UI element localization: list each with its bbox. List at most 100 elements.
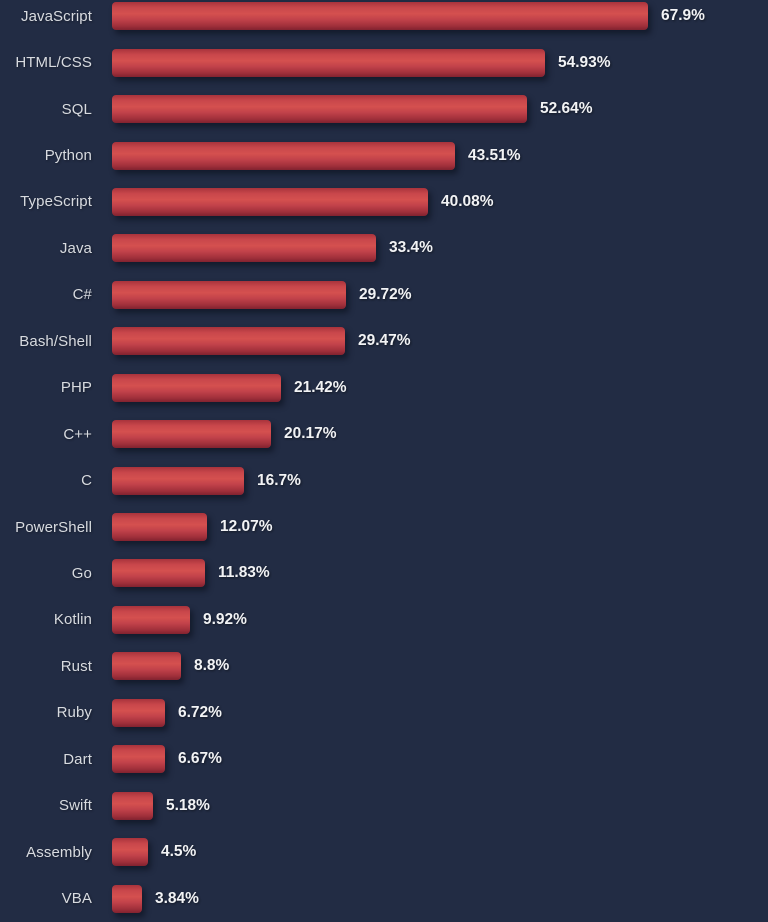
value-label: 6.72% xyxy=(178,703,222,721)
category-label: VBA xyxy=(61,890,92,908)
category-label: C# xyxy=(72,286,92,304)
category-label: Ruby xyxy=(56,704,92,722)
chart-row: Ruby 6.72% xyxy=(0,690,768,736)
value-label: 16.7% xyxy=(257,471,301,489)
chart-row: Java 33.4% xyxy=(0,225,768,271)
category-label: Bash/Shell xyxy=(19,332,92,350)
value-label: 5.18% xyxy=(166,796,210,814)
bar-area: 43.51% xyxy=(112,141,768,170)
bar[interactable] xyxy=(112,234,376,263)
chart-row: Kotlin 9.92% xyxy=(0,597,768,643)
category-label: JavaScript xyxy=(20,7,92,25)
value-label: 20.17% xyxy=(284,425,337,443)
chart-row: Python 43.51% xyxy=(0,132,768,178)
bar-area: 20.17% xyxy=(112,420,768,449)
category-label: TypeScript xyxy=(20,193,92,211)
bar-area: 21.42% xyxy=(112,373,768,402)
value-label: 67.9% xyxy=(661,7,705,25)
chart-row: VBA 3.84% xyxy=(0,875,768,921)
bar-area: 12.07% xyxy=(112,513,768,542)
bar-area: 33.4% xyxy=(112,234,768,263)
category-label: PowerShell xyxy=(15,518,92,536)
category-label: Python xyxy=(44,147,92,165)
bar[interactable] xyxy=(112,884,142,913)
chart-row: Rust 8.8% xyxy=(0,643,768,689)
bar[interactable] xyxy=(112,141,455,170)
bar[interactable] xyxy=(112,652,181,681)
value-label: 8.8% xyxy=(194,657,230,675)
category-label: C xyxy=(81,472,92,490)
bar-area: 40.08% xyxy=(112,187,768,216)
category-label: C++ xyxy=(63,425,92,443)
bar-area: 5.18% xyxy=(112,791,768,820)
chart-row: Assembly 4.5% xyxy=(0,829,768,875)
bar-area: 67.9% xyxy=(112,2,768,31)
value-label: 11.83% xyxy=(218,564,270,582)
value-label: 4.5% xyxy=(161,843,197,861)
value-label: 52.64% xyxy=(540,100,593,118)
value-label: 33.4% xyxy=(389,239,433,257)
category-label: Kotlin xyxy=(53,611,92,629)
value-label: 21.42% xyxy=(294,378,347,396)
value-label: 3.84% xyxy=(155,889,199,907)
chart-row: C++ 20.17% xyxy=(0,411,768,457)
bar[interactable] xyxy=(112,373,281,402)
bar[interactable] xyxy=(112,698,165,727)
value-label: 29.72% xyxy=(359,285,412,303)
bar[interactable] xyxy=(112,327,345,356)
bar-area: 8.8% xyxy=(112,652,768,681)
value-label: 40.08% xyxy=(441,192,494,210)
bar-area: 6.72% xyxy=(112,698,768,727)
bar[interactable] xyxy=(112,559,205,588)
category-label: PHP xyxy=(60,379,92,397)
bar[interactable] xyxy=(112,513,207,542)
bar-area: 29.72% xyxy=(112,280,768,309)
chart-row: PHP 21.42% xyxy=(0,365,768,411)
bar-area: 29.47% xyxy=(112,327,768,356)
category-label: Assembly xyxy=(26,843,92,861)
bar[interactable] xyxy=(112,187,428,216)
chart-row: Bash/Shell 29.47% xyxy=(0,318,768,364)
bar[interactable] xyxy=(112,838,148,867)
value-label: 6.67% xyxy=(178,750,222,768)
bar-area: 52.64% xyxy=(112,95,768,124)
bar[interactable] xyxy=(112,280,346,309)
chart-row: C# 29.72% xyxy=(0,272,768,318)
bar-area: 3.84% xyxy=(112,884,768,913)
bar[interactable] xyxy=(112,745,165,774)
bar-area: 11.83% xyxy=(112,559,768,588)
bar-area: 16.7% xyxy=(112,466,768,495)
category-label: Dart xyxy=(63,750,92,768)
chart-row: Swift 5.18% xyxy=(0,782,768,828)
chart-row: JavaScript 67.9% xyxy=(0,0,768,39)
category-label: SQL xyxy=(61,100,92,118)
category-label: Go xyxy=(71,564,92,582)
bar[interactable] xyxy=(112,791,153,820)
chart-row: SQL 52.64% xyxy=(0,86,768,132)
bar-area: 6.67% xyxy=(112,745,768,774)
chart-row: PowerShell 12.07% xyxy=(0,504,768,550)
bar-area: 9.92% xyxy=(112,605,768,634)
chart-row: TypeScript 40.08% xyxy=(0,179,768,225)
value-label: 9.92% xyxy=(203,610,247,628)
chart-row: C 16.7% xyxy=(0,457,768,503)
value-label: 29.47% xyxy=(358,332,411,350)
category-label: Rust xyxy=(60,657,92,675)
bar[interactable] xyxy=(112,466,244,495)
bar[interactable] xyxy=(112,48,545,77)
bar[interactable] xyxy=(112,605,190,634)
value-label: 54.93% xyxy=(558,53,611,71)
chart-row: Dart 6.67% xyxy=(0,736,768,782)
category-label: Java xyxy=(59,239,92,257)
bar-area: 4.5% xyxy=(112,838,768,867)
bar[interactable] xyxy=(112,2,648,31)
value-label: 43.51% xyxy=(468,146,521,164)
chart-row: HTML/CSS 54.93% xyxy=(0,39,768,85)
bar[interactable] xyxy=(112,420,271,449)
bar-area: 54.93% xyxy=(112,48,768,77)
category-label: HTML/CSS xyxy=(15,54,92,72)
category-label: Swift xyxy=(58,797,92,815)
bar[interactable] xyxy=(112,95,527,124)
chart-row: Go 11.83% xyxy=(0,550,768,596)
